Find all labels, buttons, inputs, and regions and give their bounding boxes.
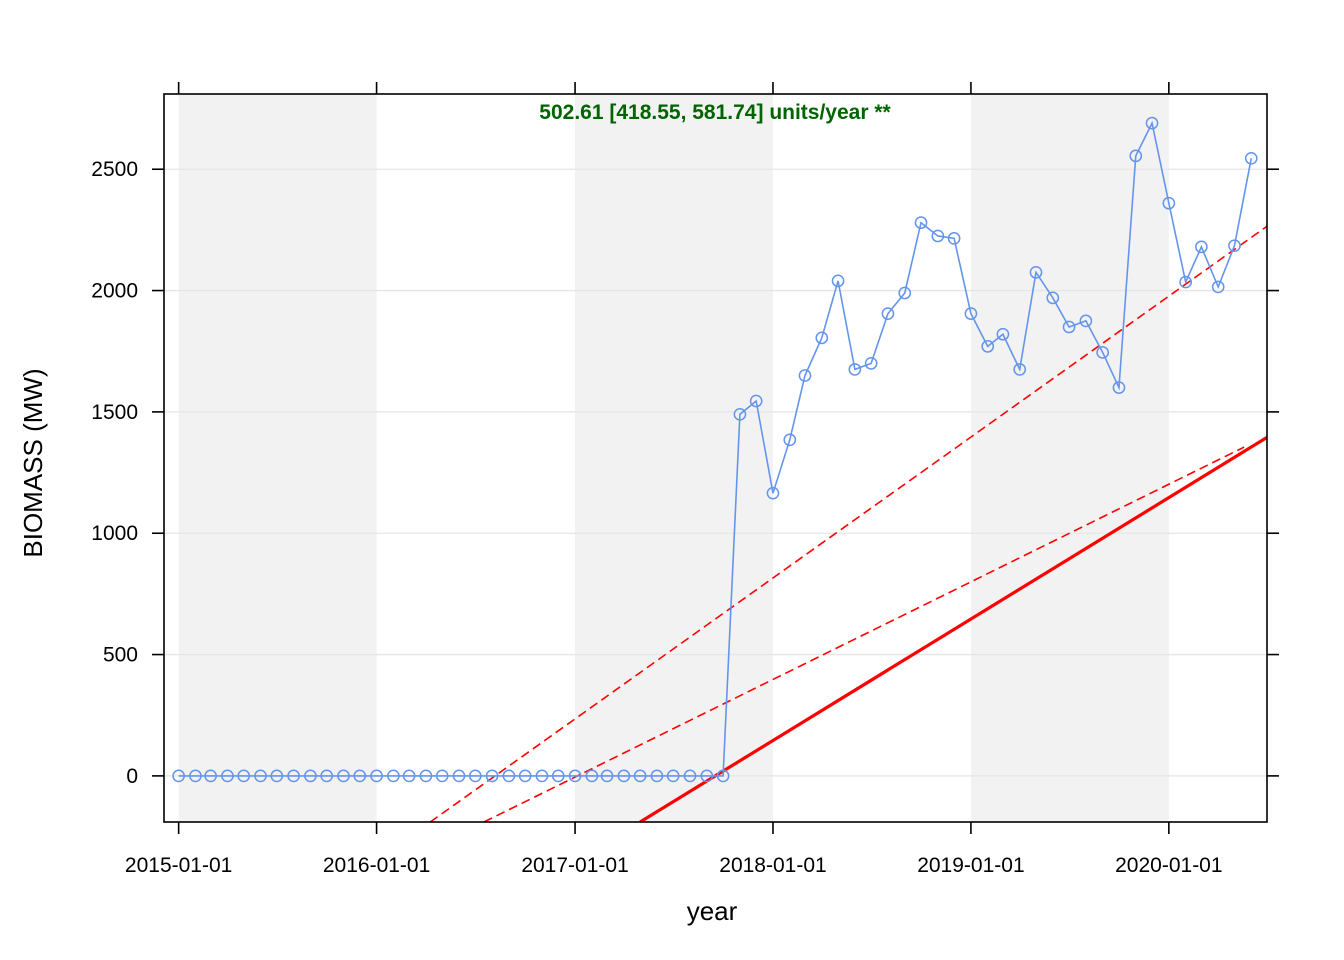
annotation: 502.61 [418.55, 581.74] units/year ** [539,101,891,124]
data-point [700,769,714,783]
plot-frame [163,93,1268,823]
data-point [964,307,978,320]
data-point [1179,275,1193,289]
data-point [237,769,251,783]
data-point [798,369,812,382]
x-tick-label: 2017-01-01 [521,854,628,877]
x-tick-label: 2019-01-01 [917,854,1024,877]
data-point [981,340,995,353]
year-band [575,94,773,822]
data-point [931,229,945,243]
x-tick-label: 2020-01-01 [1115,854,1222,877]
data-point [1079,314,1093,328]
data-point [353,769,367,783]
series-line [178,120,1253,777]
data-point [535,769,549,783]
data-point [1228,239,1241,253]
data-point [1112,381,1126,394]
data-point [1013,363,1027,376]
data-point [1029,266,1043,279]
data-point [1211,280,1225,294]
x-axis-label: year [687,896,738,926]
data-point [221,769,234,783]
data-point [617,769,631,783]
series-biomass [172,116,1258,783]
data-point [996,327,1010,341]
data-point [172,769,185,783]
data-point [320,769,334,783]
data-point [204,769,217,783]
data-point [568,769,582,783]
data-point [1145,116,1159,130]
data-point [304,769,317,783]
data-point [666,769,680,783]
data-point [1062,320,1076,334]
data-point [419,769,433,783]
data-point [749,394,763,408]
gridlines [164,168,1267,777]
data-point [815,331,829,345]
data-point [1162,196,1176,210]
data-point [600,769,614,783]
data-point [468,769,482,783]
data-point [1096,346,1110,359]
y-axis-label: BIOMASS (MW) [18,368,48,557]
data-point [452,769,466,783]
data-point [947,232,961,245]
data-point [831,274,845,288]
trend-line-solid [639,436,1267,822]
data-point [633,769,647,783]
data-point [783,433,797,447]
data-point [370,769,383,783]
data-point [270,769,284,783]
x-tick-label: 2018-01-01 [719,854,826,877]
data-point [864,357,878,370]
trend-lines [429,225,1267,822]
data-point [898,286,912,300]
data-point [1129,149,1143,163]
x-tick-label: 2015-01-01 [125,854,232,877]
data-point [551,769,565,783]
trend-line-dashed [429,225,1267,822]
data-point [518,769,532,783]
data-point [337,769,350,783]
data-point [387,769,400,783]
data-point [683,769,697,783]
data-point [287,769,300,783]
y-tick-label: 500 [103,644,138,667]
year-bands [178,94,1169,822]
data-point [502,769,516,783]
y-tick-label: 2000 [91,280,138,303]
data-point [189,769,202,783]
data-point [1244,151,1258,165]
y-tick-label: 1500 [91,401,138,424]
data-point [1046,291,1060,305]
data-point [1195,240,1208,254]
x-tick-label: 2016-01-01 [323,854,430,877]
data-point [254,769,267,783]
y-tick-label: 1000 [91,522,138,545]
data-point [716,769,730,783]
year-band [178,94,377,822]
data-point [881,307,895,320]
y-tick-label: 0 [126,765,138,788]
data-point [766,486,780,500]
data-point [650,769,664,783]
data-point [485,769,499,783]
data-point [435,769,449,783]
y-tick-label: 2500 [91,158,138,181]
y-axis: 0 500 1000 1500 2000 2500 [91,158,1279,788]
trend-line-dashed [483,446,1245,822]
data-point [914,216,928,229]
x-axis: 2015-01-01 2016-01-01 2017-01-01 2018-01-01… [125,82,1223,877]
year-band [970,94,1169,822]
data-point [848,363,862,376]
data-point [402,769,416,783]
data-point [585,769,599,783]
data-point [733,407,747,421]
